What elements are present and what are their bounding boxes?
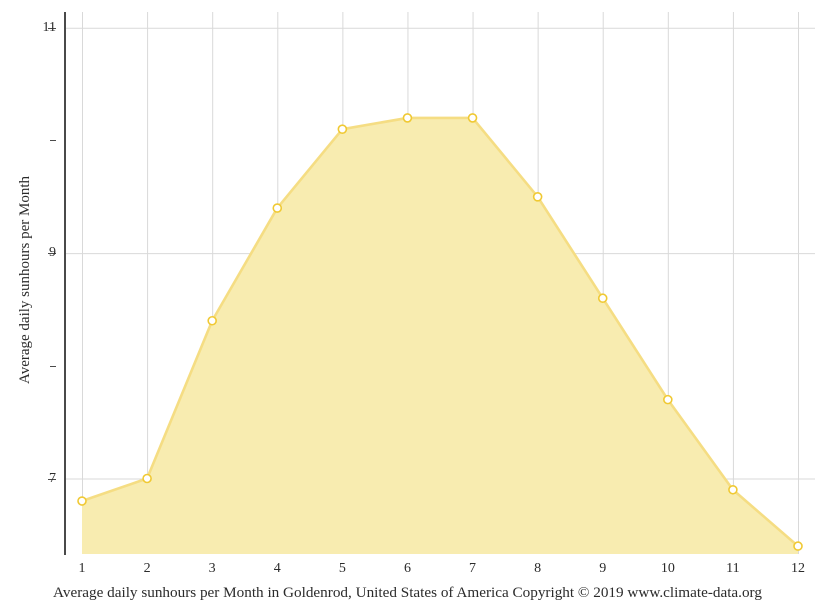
data-point-marker [532,192,543,202]
x-tick-label: 6 [403,561,411,576]
x-tick-label: 1 [78,561,86,576]
x-tick-label: 8 [534,561,542,576]
x-tick-label: 9 [599,561,607,576]
x-tick-label: 4 [273,561,281,576]
data-point-marker [467,113,478,123]
chart-caption: Average daily sunhours per Month in Gold… [53,584,762,601]
y-tick-mark-major [48,253,56,255]
series-line [81,116,799,548]
y-tick-label: 11 [42,19,56,35]
data-point-marker [272,203,283,213]
x-tick-label: 5 [338,561,346,576]
x-tick-label: 10 [660,561,675,576]
y-axis-ticks: 7 9 11 [0,0,56,611]
y-tick-mark-minor [50,365,56,367]
y-tick-label: 9 [49,245,56,261]
data-point-marker [663,394,673,405]
data-point-marker [402,113,413,123]
data-point-marker [337,124,348,134]
y-tick-label: 7 [49,470,56,486]
x-tick-label: 3 [208,561,216,576]
data-point-marker [597,293,608,304]
data-point-marker [728,484,738,495]
data-point-marker [77,496,87,506]
y-tick-mark-minor [50,140,56,142]
y-tick-mark-major [48,27,56,29]
data-point-marker [207,315,217,326]
x-axis-ticks: 1 2 3 4 5 6 7 8 9 10 11 12 [0,560,815,580]
x-tick-label: 2 [143,561,151,576]
plot-svg [66,12,815,554]
x-tick-label: 11 [726,561,740,576]
data-point-markers [77,113,803,551]
y-tick-mark-major [48,478,56,480]
area-fill [82,117,798,554]
data-point-marker [142,473,152,484]
x-tick-label: 12 [791,561,805,576]
data-point-marker [793,541,803,551]
x-tick-label: 7 [469,561,477,576]
plot-area [66,12,815,554]
y-axis-line [64,12,66,555]
